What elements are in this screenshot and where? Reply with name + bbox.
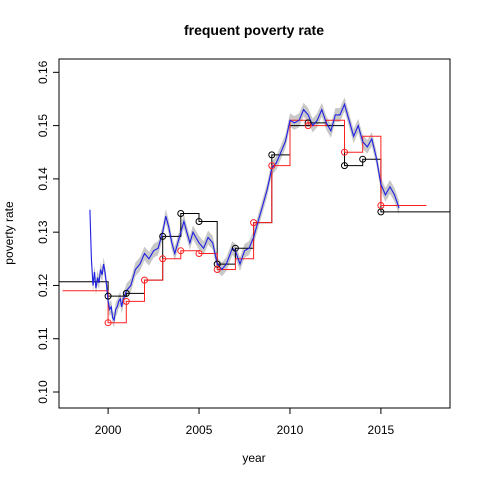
red-marker-2 [141,276,148,284]
x-tick-label-1: 2005 [186,423,213,437]
plot-area: 2000 2005 2010 2015 0.10 0.11 0.12 0.13 0.14 0.15… [36,58,451,437]
black-marker-2 [159,232,167,240]
y-tick-label-6: 0.16 [36,60,50,84]
black-marker-4 [195,218,203,225]
red-marker-5 [195,250,203,257]
chart-title: frequent poverty rate [184,22,324,38]
plot-frame [58,58,451,409]
black-marker-6 [231,244,239,252]
red-marker-9 [304,122,312,130]
black-step-line [59,122,450,297]
y-axis-label: poverty rate [2,201,16,265]
red-marker-1 [122,297,130,305]
x-tick-label-0: 2000 [95,423,122,437]
black-marker-1 [122,289,130,297]
red-marker-7 [250,219,258,227]
red-marker-4 [177,247,185,255]
y-tick-label-2: 0.12 [36,273,50,297]
black-marker-8 [304,119,312,127]
red-marker-6 [213,266,221,273]
red-marker-10 [341,148,348,156]
red-marker-8 [268,162,276,170]
y-tick-label-3: 0.13 [36,220,50,244]
blue-series-line [89,102,400,322]
red-marker-11 [377,202,385,209]
black-marker-9 [341,162,348,170]
y-tick-label-0: 0.10 [36,380,50,404]
red-step-line [62,119,427,324]
y-tick-label-1: 0.11 [36,327,50,350]
x-tick-label-2: 2010 [277,423,304,437]
red-marker-0 [104,319,112,327]
red-marker-3 [159,255,167,263]
black-marker-3 [177,210,185,217]
x-axis-label: year [242,451,265,465]
black-marker-7 [268,151,276,159]
x-tick-label-3: 2015 [368,423,395,437]
y-tick-label-5: 0.15 [36,114,50,138]
black-marker-10 [359,155,367,163]
black-marker-5 [213,260,221,268]
black-marker-0 [104,292,112,300]
y-tick-label-4: 0.14 [36,167,50,191]
